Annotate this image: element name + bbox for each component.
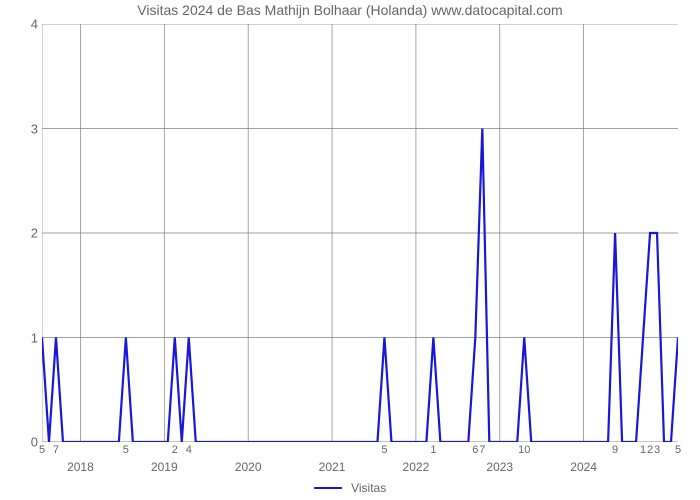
x-point-label: 7 [479, 444, 485, 456]
x-year-label: 2022 [403, 460, 430, 474]
x-point-label: 5 [675, 444, 681, 456]
plot-area [42, 24, 678, 442]
y-tick-label: 4 [8, 17, 38, 32]
y-tick-label: 0 [8, 435, 38, 450]
x-point-label: 7 [53, 444, 59, 456]
x-year-label: 2021 [319, 460, 346, 474]
x-year-label: 2019 [151, 460, 178, 474]
x-point-label: 2 [172, 444, 178, 456]
y-tick-label: 3 [8, 121, 38, 136]
x-point-label: 2 [647, 444, 653, 456]
x-point-label: 6 [472, 444, 478, 456]
legend-label: Visitas [351, 481, 386, 495]
x-point-label: 5 [381, 444, 387, 456]
chart-title: Visitas 2024 de Bas Mathijn Bolhaar (Hol… [0, 2, 700, 18]
chart-container: Visitas 2024 de Bas Mathijn Bolhaar (Hol… [0, 0, 700, 500]
x-point-label: 3 [654, 444, 660, 456]
plot-svg [42, 24, 678, 442]
y-tick-label: 2 [8, 226, 38, 241]
x-point-label: 5 [39, 444, 45, 456]
series-line [42, 129, 678, 443]
x-point-label: 1 [430, 444, 436, 456]
x-year-label: 2023 [486, 460, 513, 474]
x-year-label: 2024 [570, 460, 597, 474]
legend: Visitas [0, 480, 700, 495]
x-year-label: 2020 [235, 460, 262, 474]
x-point-label: 1 [640, 444, 646, 456]
y-tick-label: 1 [8, 330, 38, 345]
x-point-label: 9 [612, 444, 618, 456]
x-point-label: 5 [123, 444, 129, 456]
x-point-label: 4 [186, 444, 192, 456]
x-point-label: 10 [518, 444, 530, 456]
legend-swatch [314, 487, 342, 489]
x-year-label: 2018 [67, 460, 94, 474]
